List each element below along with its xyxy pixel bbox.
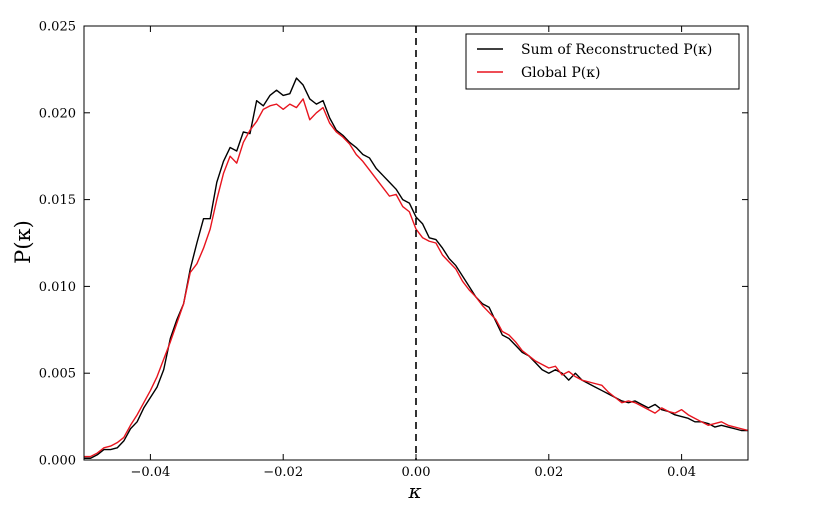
y-tick-label: 0.025 (39, 20, 76, 35)
x-axis-label: κ (407, 479, 421, 503)
series-line-0 (84, 77, 748, 459)
x-tick-label: −0.04 (130, 465, 170, 480)
plot-area (83, 25, 749, 461)
x-tick-label: −0.02 (263, 465, 303, 480)
x-axis: −0.04 −0.02 0.00 0.02 0.04 (130, 26, 696, 480)
y-tick-label: 0.020 (39, 106, 76, 121)
y-tick-label: 0.000 (39, 454, 76, 469)
x-tick-label: 0.00 (402, 465, 431, 480)
legend-label-0: Sum of Reconstructed P(κ) (521, 42, 712, 58)
legend-label-1: Global P(κ) (521, 65, 600, 81)
legend: Sum of Reconstructed P(κ) Global P(κ) (465, 33, 740, 90)
x-tick-label: 0.04 (667, 465, 696, 480)
y-tick-label: 0.005 (39, 367, 76, 382)
series-line-1 (84, 98, 748, 458)
legend-box (465, 33, 740, 90)
y-axis: 0.000 0.005 0.010 0.015 0.020 0.025 (39, 20, 748, 469)
y-tick-label: 0.010 (39, 280, 76, 295)
y-axis-label: P(κ) (11, 220, 35, 264)
y-tick-label: 0.015 (39, 193, 76, 208)
x-tick-label: 0.02 (534, 465, 563, 480)
